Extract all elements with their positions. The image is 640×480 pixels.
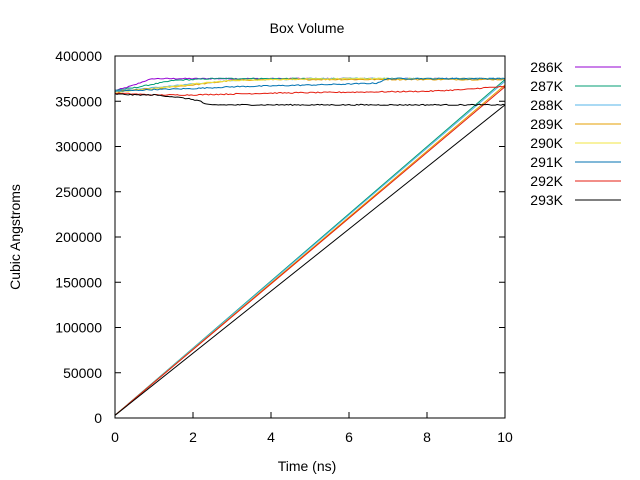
x-tick-label: 2 (189, 429, 197, 445)
y-tick-label: 350000 (55, 93, 102, 109)
legend-label: 289K (530, 116, 563, 132)
series-line (114, 77, 506, 92)
y-tick-label: 250000 (55, 184, 102, 200)
x-axis-label: Time (ns) (278, 458, 337, 474)
x-tick-label: 4 (267, 429, 275, 445)
series-lines (114, 77, 506, 106)
x-tick-label: 10 (497, 429, 513, 445)
y-axis: 0 50000 100000 150000 200000 250000 300000 3500… (55, 48, 505, 426)
legend: 286K 287K 288K 289K 290K 291K 292K 293K (530, 59, 621, 208)
ramp-line (114, 104, 506, 416)
chart-title: Box Volume (270, 20, 345, 36)
y-tick-label: 300000 (55, 139, 102, 155)
x-tick-label: 0 (111, 429, 119, 445)
legend-label: 290K (530, 135, 563, 151)
ramp-line (114, 86, 506, 416)
legend-label: 286K (530, 59, 563, 75)
ramp-lines (114, 79, 506, 416)
y-tick-label: 0 (94, 410, 102, 426)
x-tick-label: 6 (345, 429, 353, 445)
x-tick-label: 8 (423, 429, 431, 445)
plot-frame (114, 55, 506, 419)
y-tick-label: 400000 (55, 48, 102, 64)
y-tick-label: 100000 (55, 320, 102, 336)
series-line (114, 86, 506, 96)
y-tick-label: 200000 (55, 229, 102, 245)
legend-label: 287K (530, 78, 563, 94)
series-line (114, 78, 506, 92)
y-tick-label: 150000 (55, 274, 102, 290)
y-axis-label: Cubic Angstroms (7, 184, 23, 290)
series-line (114, 93, 506, 106)
legend-label: 291K (530, 154, 563, 170)
y-tick-label: 50000 (63, 365, 102, 381)
legend-label: 292K (530, 173, 563, 189)
x-axis: 0 2 4 6 8 10 (111, 56, 513, 445)
legend-label: 293K (530, 192, 563, 208)
legend-label: 288K (530, 97, 563, 113)
